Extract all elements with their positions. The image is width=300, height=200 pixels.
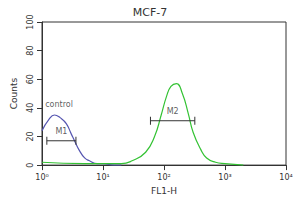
svg-text:10¹: 10¹ xyxy=(96,173,109,182)
svg-text:60: 60 xyxy=(26,74,35,84)
svg-text:40: 40 xyxy=(26,103,35,113)
svg-text:10⁰: 10⁰ xyxy=(35,173,48,182)
svg-text:Counts: Counts xyxy=(9,78,19,110)
svg-text:80: 80 xyxy=(26,46,35,56)
svg-text:control: control xyxy=(45,100,73,109)
svg-text:10⁴: 10⁴ xyxy=(279,173,292,182)
svg-text:M1: M1 xyxy=(55,127,67,136)
svg-text:10³: 10³ xyxy=(218,173,231,182)
svg-text:M2: M2 xyxy=(167,107,179,116)
svg-text:FL1-H: FL1-H xyxy=(151,186,177,196)
svg-text:20: 20 xyxy=(26,131,35,141)
svg-text:10²: 10² xyxy=(157,173,170,182)
svg-text:0: 0 xyxy=(26,163,35,168)
svg-text:MCF-7: MCF-7 xyxy=(133,6,167,19)
svg-text:100: 100 xyxy=(26,14,35,29)
